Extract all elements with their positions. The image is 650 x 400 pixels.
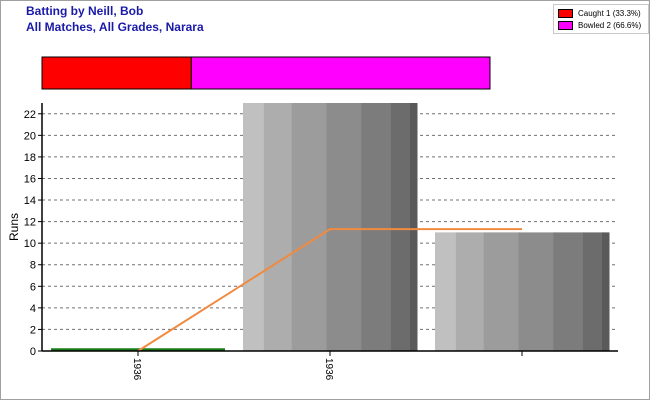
chart-subtitle: All Matches, All Grades, Narara [26, 20, 204, 34]
y-tick-label-6: 6 [30, 281, 36, 293]
bar-1-shade-1 [263, 103, 293, 351]
bar-2-shade-3 [518, 232, 554, 351]
y-axis-title: Runs [7, 213, 21, 241]
bar-1-shade-0 [243, 103, 265, 351]
legend-item-caught: Caught 1 (33.3%) [558, 8, 641, 19]
bar-2-shade-4 [553, 232, 584, 351]
bar-1-shade-5 [390, 103, 411, 351]
dismissal-segment-bowled [190, 56, 491, 90]
y-tick-label-0: 0 [30, 346, 36, 358]
bar-1-shade-3 [326, 103, 362, 351]
chart-title: Batting by Neill, Bob [26, 4, 144, 18]
bar-2-shade-2 [483, 232, 520, 351]
y-tick-label-10: 10 [24, 238, 36, 250]
x-tick-label-0: 1936 [131, 358, 142, 381]
y-tick-label-12: 12 [24, 217, 36, 229]
y-tick-label-16: 16 [24, 173, 36, 185]
y-tick-label-4: 4 [30, 303, 36, 315]
y-tick-label-18: 18 [24, 152, 36, 164]
legend: Caught 1 (33.3%) Bowled 2 (66.6%) [553, 4, 649, 34]
legend-label-caught: Caught 1 (33.3%) [578, 9, 641, 18]
bar-1-shade-6 [410, 103, 418, 351]
bar-1-shade-2 [291, 103, 328, 351]
average-line [137, 228, 522, 352]
bar-2-shade-6 [602, 232, 610, 351]
bar-2-shade-5 [582, 232, 603, 351]
y-tick-label-14: 14 [24, 195, 36, 207]
legend-swatch-caught [558, 9, 573, 18]
bar-2-shade-0 [435, 232, 457, 351]
bar-1-shade-4 [361, 103, 392, 351]
bar-1 [243, 103, 418, 351]
y-tick-label-22: 22 [24, 109, 36, 121]
dismissal-segment-caught [41, 56, 192, 90]
legend-item-bowled: Bowled 2 (66.6%) [558, 20, 641, 31]
bar-2 [435, 232, 610, 351]
legend-label-bowled: Bowled 2 (66.6%) [578, 21, 642, 30]
y-tick-label-8: 8 [30, 260, 36, 272]
x-tick-label-1: 1936 [323, 358, 334, 381]
y-tick-label-20: 20 [24, 130, 36, 142]
legend-swatch-bowled [558, 21, 573, 30]
bar-2-shade-1 [455, 232, 485, 351]
y-tick-label-2: 2 [30, 324, 36, 336]
